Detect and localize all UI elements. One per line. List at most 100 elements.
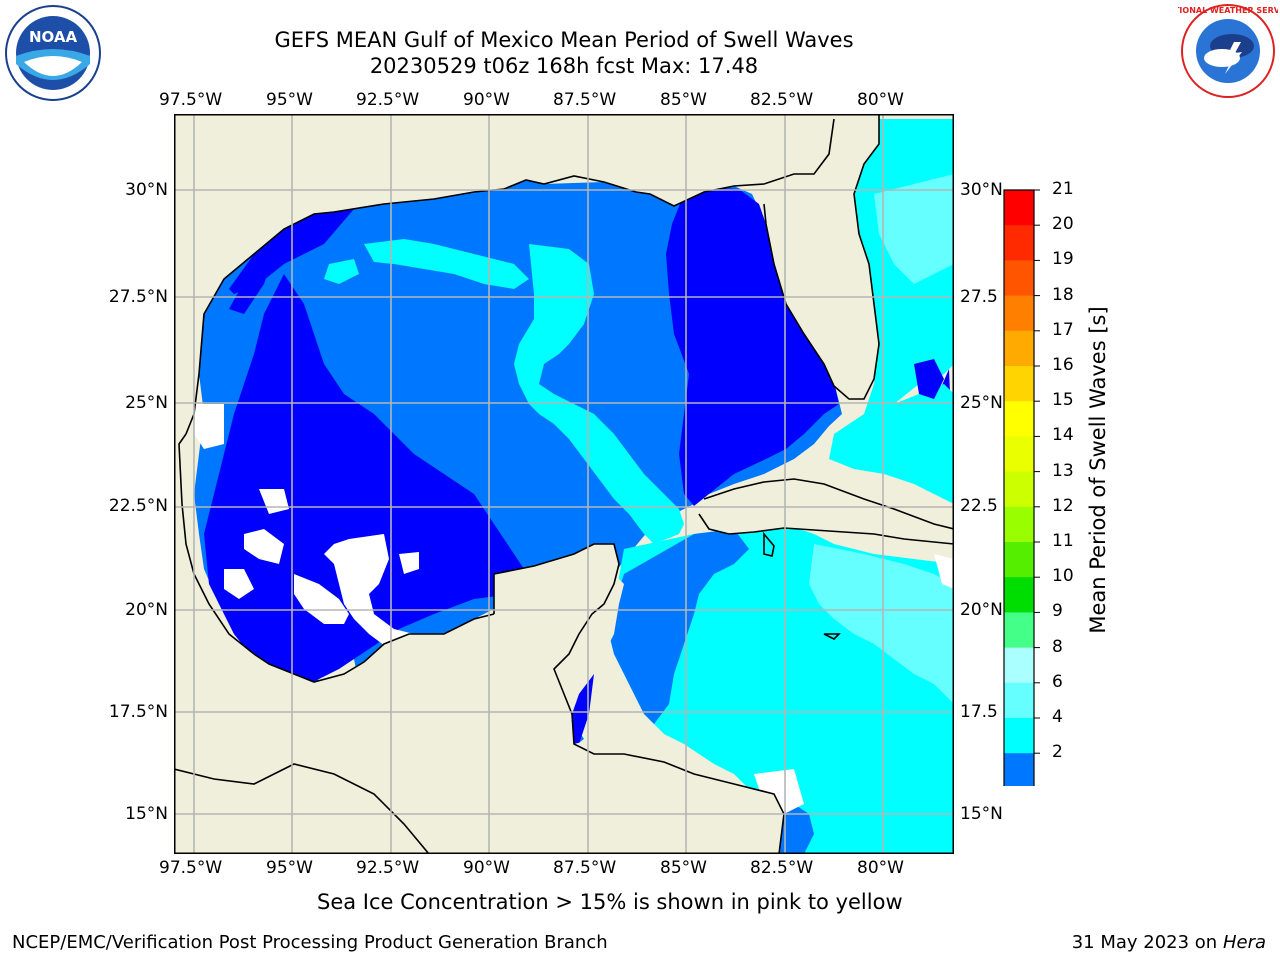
land-mexico: [174, 114, 784, 854]
footer-date: 31 May 2023 on Hera: [1072, 932, 1266, 953]
lon-label-top: 97.5°W: [159, 90, 223, 110]
colorbar-band: [1004, 260, 1034, 297]
lat-label-left: 22.5°N: [108, 496, 168, 516]
lon-label-top: 85°W: [660, 90, 707, 110]
lat-label-left: 17.5°N: [108, 702, 168, 722]
footer-machine: Hera: [1222, 932, 1266, 953]
colorbar-band: [1004, 366, 1034, 402]
lon-label-top: 87.5°W: [553, 90, 617, 110]
colorbar-label-text: Mean Period of Swell Waves [s]: [1086, 306, 1110, 634]
lon-label-bottom: 90°W: [463, 858, 510, 878]
no-data-patch-9: [934, 554, 954, 589]
colorbar-tick-label: 10: [1052, 566, 1074, 587]
caribbean-ocean-mid-patch: [609, 529, 749, 724]
lat-label-left: 27.5°N: [108, 287, 168, 307]
title-line-1: GEFS MEAN Gulf of Mexico Mean Period of …: [274, 28, 854, 52]
lat-label-left: 30°N: [125, 180, 168, 200]
colorbar-tick-label: 11: [1052, 531, 1074, 551]
colorbar-band: [1004, 542, 1034, 578]
lat-label-left: 20°N: [125, 600, 168, 620]
noaa-logo: NOAA: [4, 4, 102, 102]
colorbar-band: [1004, 682, 1034, 719]
swell-period-map: [174, 114, 954, 854]
colorbar-tick-label: 17: [1052, 319, 1074, 340]
atlantic-ocean-light-bahamas: [829, 384, 954, 504]
lon-label-top: 80°W: [857, 90, 904, 110]
lon-label-bottom: 95°W: [266, 858, 313, 878]
no-data-patch-7: [194, 404, 224, 449]
land-us-gulf-coast: [186, 114, 954, 434]
colorbar-tick-label: 20: [1052, 214, 1074, 235]
land-cuba: [699, 479, 954, 544]
gulf-ocean-dark-east: [666, 188, 839, 506]
footer-branch: NCEP/EMC/Verification Post Processing Pr…: [12, 932, 608, 953]
colorbar-tick-label: 18: [1052, 284, 1074, 305]
colorbar-band: [1004, 647, 1034, 684]
lon-label-bottom: 82.5°W: [750, 858, 814, 878]
colorbar-band: [1004, 718, 1034, 754]
lon-label-bottom: 87.5°W: [553, 858, 617, 878]
colorbar-tick-label: 21: [1052, 179, 1074, 199]
colorbar: [1003, 189, 1040, 786]
lon-label-top: 82.5°W: [750, 90, 814, 110]
colorbar-tick-label: 19: [1052, 249, 1074, 270]
lat-label-right: 15°N: [960, 804, 1003, 824]
no-data-patch-3: [244, 529, 284, 564]
lat-label-right: 20°N: [960, 600, 1003, 620]
colorbar-band: [1004, 330, 1034, 367]
colorbar-tick-label: 14: [1052, 425, 1074, 446]
colorbar-tick-label: 2: [1052, 742, 1063, 763]
lon-label-top: 92.5°W: [356, 90, 420, 110]
sea-ice-caption: Sea Ice Concentration > 15% is shown in …: [317, 890, 903, 914]
plot-title: GEFS MEAN Gulf of Mexico Mean Period of …: [0, 27, 1128, 79]
gulf-ocean-dark-west: [204, 254, 534, 684]
lon-label-top: 95°W: [266, 90, 313, 110]
land-florida: [764, 114, 879, 399]
colorbar-tick-label: 8: [1052, 636, 1063, 657]
colorbar-tick-label: 9: [1052, 601, 1063, 622]
colorbar-band: [1004, 577, 1034, 613]
colorbar-band: [1004, 401, 1034, 437]
lon-label-bottom: 92.5°W: [356, 858, 420, 878]
gulf-ocean-cyan-band: [514, 244, 684, 544]
colorbar-tick-label: 16: [1052, 355, 1074, 375]
colorbar-outline: [1003, 189, 1035, 786]
lon-label-top: 90°W: [463, 90, 510, 110]
lat-label-left: 25°N: [125, 393, 168, 413]
no-data-patch-5: [399, 552, 419, 574]
lat-label-right: 30°N: [960, 180, 1003, 200]
lon-label-bottom: 97.5°W: [159, 858, 223, 878]
lon-label-bottom: 80°W: [857, 858, 904, 878]
colorbar-tick-label: 15: [1052, 390, 1074, 411]
no-data-patch-4: [224, 569, 254, 599]
colorbar-tick-label: 4: [1052, 707, 1063, 727]
colorbar-tick-label: 13: [1052, 460, 1074, 481]
caribbean-ocean-pale: [809, 544, 954, 704]
nws-logo-text: NATIONAL WEATHER SERVICE: [1178, 6, 1278, 15]
gulf-ocean-cyan-north: [364, 239, 529, 289]
colorbar-band: [1004, 612, 1034, 649]
footer-date-text: 31 May 2023 on: [1071, 932, 1218, 953]
graticule: [174, 114, 954, 854]
colorbar-tick-label: 12: [1052, 495, 1074, 516]
colorbar-tick-label: 6: [1052, 671, 1063, 692]
colorbar-band: [1004, 506, 1034, 543]
colorbar-band: [1004, 753, 1034, 786]
atlantic-ocean-dark-strip: [914, 359, 944, 399]
lat-label-right: 17.5: [960, 702, 998, 722]
noaa-logo-text: NOAA: [29, 28, 78, 46]
colorbar-band: [1004, 471, 1034, 508]
colorbar-band: [1004, 295, 1034, 332]
lat-label-right: 22.5: [960, 496, 998, 516]
colorbar-band: [1004, 436, 1034, 473]
map-frame: [174, 114, 954, 854]
title-line-2: 20230529 t06z 168h fcst Max: 17.48: [369, 54, 759, 78]
colorbar-tick-labels: 21 20 19 18 17 16 15 14 13 12 11 10 9 8 6 4 2: [1052, 0, 1092, 960]
lat-label-right: 27.5: [960, 287, 998, 307]
atlantic-ocean-pale: [874, 174, 954, 284]
gulf-ocean-cyan-north-2: [324, 259, 359, 284]
colorbar-band: [1004, 225, 1034, 261]
land-central-america-south: [514, 734, 774, 854]
lon-label-bottom: 85°W: [660, 858, 707, 878]
no-data-patch-2: [294, 574, 349, 624]
